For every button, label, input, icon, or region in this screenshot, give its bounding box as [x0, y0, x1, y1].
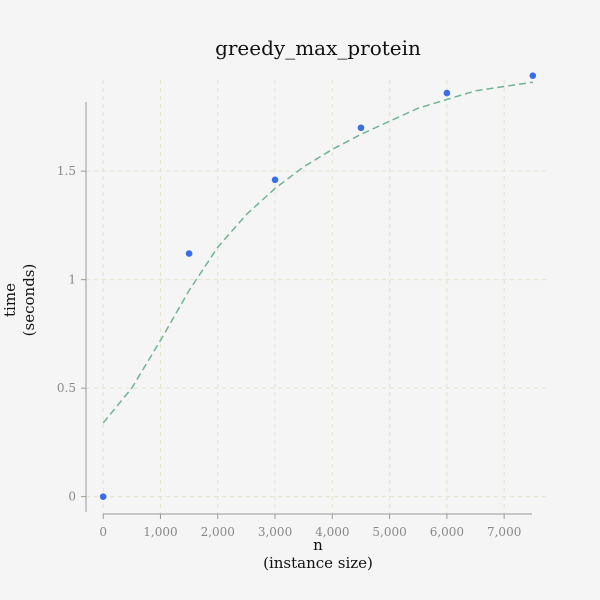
x-tick-label-0: 0: [99, 525, 107, 539]
grid: [86, 80, 550, 514]
data-point-2: [271, 176, 279, 184]
x-tick-label-5: 5,000: [372, 525, 406, 539]
x-tick-label-4: 4,000: [315, 525, 349, 539]
y-tick-label-0: 0: [68, 490, 76, 504]
data-point-3: [357, 124, 365, 132]
x-axis-label-line1: n: [313, 536, 323, 554]
y-axis-label-line1: time: [1, 283, 19, 317]
data-point-5: [529, 72, 537, 79]
x-tick-label-2: 2,000: [201, 525, 235, 539]
x-tick-label-6: 6,000: [430, 525, 464, 539]
data-point-4: [443, 89, 451, 97]
series: [99, 72, 537, 500]
fit-line: [102, 81, 533, 424]
x-axis-label-line2: (instance size): [263, 554, 373, 572]
data-point-1: [185, 250, 193, 257]
y-tick-label-3: 1.5: [57, 164, 76, 178]
y-tick-label-2: 1: [68, 273, 76, 287]
ticks: 0 1,000 2,000 3,000 4,000 5,000 6,000 7,000 0 0.5…: [57, 164, 521, 539]
y-axis-label-line2: (seconds): [20, 264, 38, 337]
x-tick-label-1: 1,000: [143, 525, 177, 539]
chart-title: greedy_max_protein: [215, 36, 421, 60]
y-tick-label-1: 0.5: [57, 381, 76, 395]
x-tick-label-3: 3,000: [258, 525, 292, 539]
data-point-0: [99, 493, 107, 500]
x-tick-label-7: 7,000: [487, 525, 521, 539]
